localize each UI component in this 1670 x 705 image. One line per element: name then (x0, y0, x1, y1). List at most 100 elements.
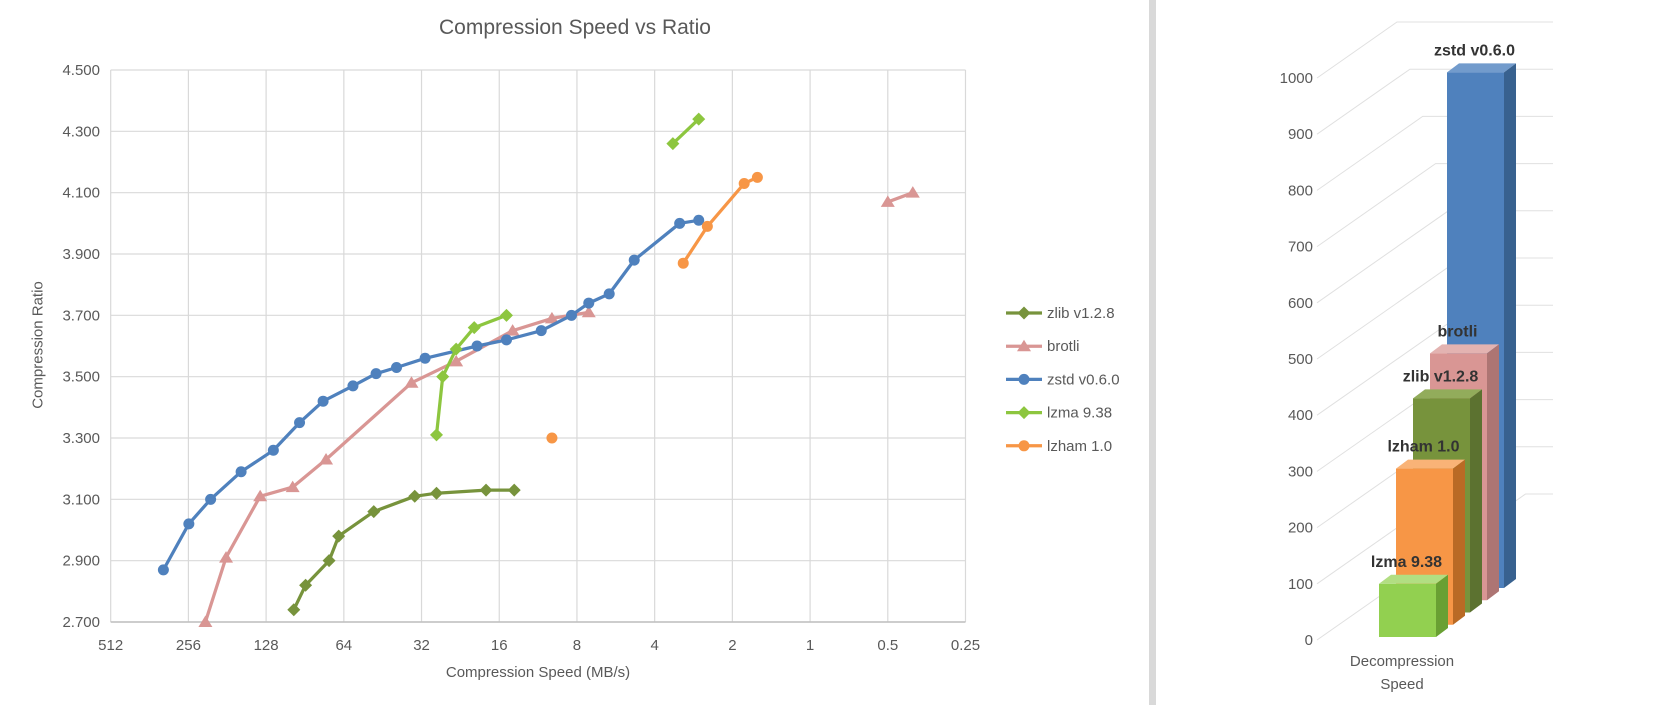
bar-top-face (1430, 344, 1499, 354)
x-tick-label: 32 (413, 637, 430, 654)
data-point-circle (546, 432, 558, 444)
gridline-3d (1316, 210, 1553, 304)
data-point-circle (738, 177, 750, 189)
bar-y-tick-label: 1000 (1280, 70, 1313, 87)
data-point-circle (471, 340, 483, 352)
legend-item: lzham 1.0 (1006, 438, 1112, 455)
data-point-diamond (1017, 306, 1031, 320)
bar-lzma-9.38 (1379, 574, 1448, 637)
series-line (203, 310, 591, 624)
bar-side-face (1504, 63, 1516, 588)
category-axis-label-line1: Decompression (1349, 653, 1455, 670)
data-point-triangle (319, 452, 334, 465)
bar-side-face (1470, 389, 1482, 613)
bar-series-label: brotli (1438, 323, 1478, 340)
gridline-3d (1316, 163, 1553, 248)
data-point-circle (500, 334, 512, 346)
data-point-diamond (692, 112, 706, 126)
bar-y-tick-label: 100 (1288, 576, 1313, 593)
legend: zlib v1.2.8 brotli zstd v0.6.0 lzma 9.38 lzh… (1006, 305, 1120, 455)
data-point-diamond (449, 342, 463, 356)
bar-front-face (1379, 583, 1436, 637)
y-tick-label: 3.700 (62, 307, 100, 324)
data-point-triangle (253, 489, 268, 502)
data-point-diamond (287, 603, 301, 617)
y-tick-label: 3.500 (62, 369, 100, 386)
bar-top-face (1379, 574, 1448, 584)
data-point-diamond (367, 505, 381, 519)
data-point-diamond (436, 370, 450, 384)
series-line (671, 117, 701, 146)
series-lzma-9.38 (430, 112, 706, 442)
data-point-circle (235, 466, 247, 478)
data-point-triangle (581, 305, 596, 318)
data-point-circle (391, 361, 403, 373)
bar-top-face (1396, 459, 1465, 469)
series-lzham-1.0 (546, 171, 763, 444)
data-point-circle (317, 395, 329, 407)
data-point-circle (628, 254, 640, 266)
data-point-circle (205, 493, 217, 505)
data-point-triangle (544, 311, 559, 324)
y-tick-label: 2.900 (62, 553, 100, 570)
bar-side-face (1436, 574, 1448, 637)
legend-item: zstd v0.6.0 (1006, 371, 1120, 388)
y-tick-label: 2.700 (62, 614, 100, 631)
data-point-diamond (507, 483, 521, 497)
data-point-circle (157, 564, 169, 576)
bar-series-label: lzham 1.0 (1387, 439, 1459, 456)
x-tick-label: 256 (176, 637, 201, 654)
x-axis-title: Compression Speed (MB/s) (445, 664, 631, 681)
data-point-circle (701, 220, 713, 232)
data-point-triangle (905, 186, 920, 198)
bar-y-tick-label: 700 (1288, 239, 1313, 256)
data-point-circle (1018, 440, 1030, 452)
data-point-circle (751, 171, 763, 183)
x-tick-label: 16 (491, 637, 508, 654)
series-line (161, 218, 701, 572)
gridline-3d (1316, 257, 1553, 360)
bar-y-tick-label: 900 (1288, 126, 1313, 143)
data-point-diamond (322, 554, 336, 568)
x-tick-label: 512 (98, 637, 123, 654)
data-point-diamond (408, 489, 422, 503)
series-zlib-v1.2.8 (287, 483, 521, 617)
x-tick-label: 0.25 (951, 637, 980, 654)
panel-divider (1149, 0, 1156, 705)
data-point-diamond (499, 308, 513, 322)
bar-series-label: zstd v0.6.0 (1434, 42, 1515, 59)
data-point-diamond (1017, 406, 1031, 420)
bar3d-labels: lzma 9.38 lzham 1.0 zlib v1.2.8 brotli zstd … (1371, 42, 1515, 570)
y-tick-label: 4.500 (62, 62, 100, 79)
bar-y-tick-label: 500 (1288, 351, 1313, 368)
gridline-3d (1316, 21, 1553, 79)
data-point-circle (183, 518, 195, 530)
data-point-circle (565, 309, 577, 321)
bar3d-columns (1379, 63, 1516, 637)
legend-label: zlib v1.2.8 (1047, 305, 1115, 322)
legend-label: lzma 9.38 (1047, 405, 1112, 422)
legend-item: brotli (1006, 338, 1080, 355)
data-point-circle (294, 417, 306, 429)
category-axis-label: Decompression Speed (1247, 650, 1557, 696)
scatter-gridlines (110, 69, 967, 623)
data-point-triangle (505, 324, 520, 336)
legend-item: zlib v1.2.8 (1006, 305, 1115, 322)
data-point-triangle (1017, 339, 1031, 352)
data-point-circle (603, 288, 615, 300)
data-point-triangle (198, 615, 213, 627)
data-point-circle (583, 297, 595, 309)
data-point-triangle (404, 376, 419, 388)
data-point-circle (674, 217, 686, 229)
gridline-3d (1316, 68, 1553, 135)
data-point-diamond (332, 529, 346, 543)
y-tick-label: 4.100 (62, 185, 100, 202)
legend-label: zstd v0.6.0 (1047, 371, 1120, 388)
y-tick-label: 3.100 (62, 491, 100, 508)
category-axis-label-line2: Speed (1380, 676, 1424, 693)
x-tick-label: 128 (254, 637, 279, 654)
x-tick-label: 8 (573, 637, 581, 654)
bar-y-tick-label: 400 (1288, 407, 1313, 424)
x-tick-label: 64 (335, 637, 352, 654)
